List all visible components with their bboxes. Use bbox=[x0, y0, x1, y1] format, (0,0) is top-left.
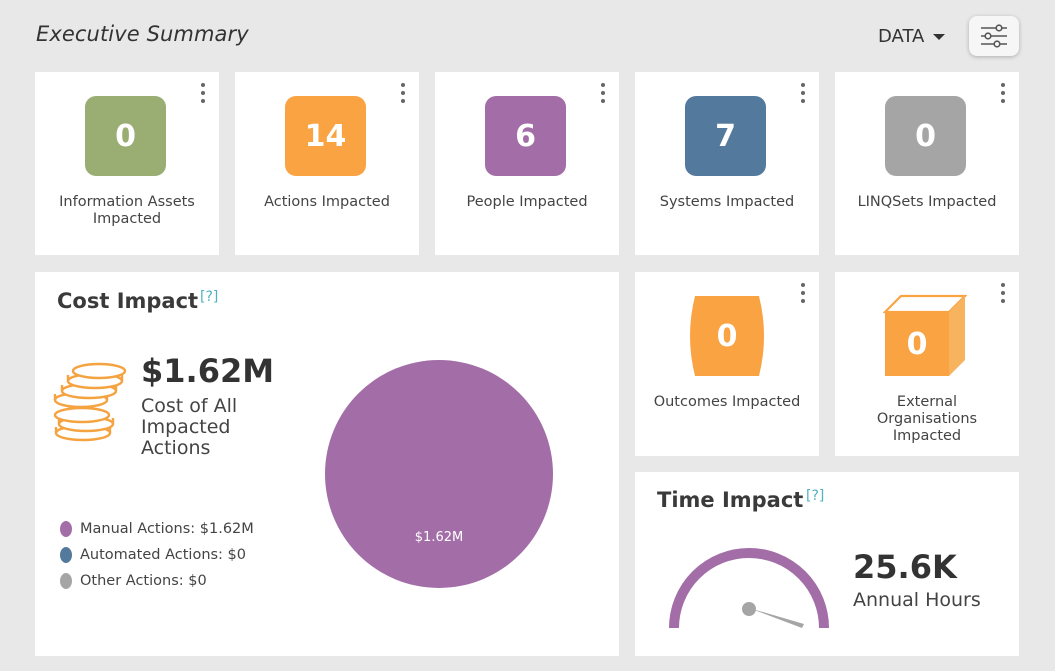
time-impact-card: Time Impact [?] 25.6K Annual Hours bbox=[635, 472, 1019, 656]
tile-value: 0 bbox=[115, 118, 136, 154]
tile-label: External Organisations Impacted bbox=[876, 394, 978, 444]
legend-label: Manual Actions: $1.62M bbox=[80, 521, 254, 537]
tile-badge: 7 bbox=[685, 96, 766, 176]
legend-swatch bbox=[60, 573, 72, 589]
more-options-icon[interactable] bbox=[798, 83, 808, 103]
tile-outcomes[interactable]: 0 Outcomes Impacted bbox=[635, 272, 819, 456]
tile-actions[interactable]: 14 Actions Impacted bbox=[235, 72, 419, 255]
more-options-icon[interactable] bbox=[598, 83, 608, 103]
tile-label: People Impacted bbox=[466, 194, 588, 210]
more-options-icon[interactable] bbox=[798, 283, 808, 303]
time-total-subtitle: Annual Hours bbox=[853, 589, 981, 611]
data-dropdown-label: DATA bbox=[878, 26, 925, 47]
legend-swatch bbox=[60, 521, 72, 537]
tile-label: Actions Impacted bbox=[264, 194, 390, 210]
pie-slice-manual-actions[interactable] bbox=[325, 360, 553, 588]
more-options-icon[interactable] bbox=[998, 83, 1008, 103]
tile-badge: 0 bbox=[85, 96, 166, 176]
tile-label: Information Assets Impacted bbox=[59, 194, 195, 227]
tile-label: Systems Impacted bbox=[659, 194, 795, 210]
tile-badge: 14 bbox=[285, 96, 366, 176]
tile-badge: 0 bbox=[885, 96, 966, 176]
outcome-value: 0 bbox=[716, 318, 738, 354]
external-value: 0 bbox=[906, 326, 928, 362]
cost-total-subtitle: Cost of All Impacted Actions bbox=[141, 395, 238, 459]
tile-value: 7 bbox=[715, 118, 736, 154]
caret-down-icon bbox=[933, 33, 946, 40]
legend-label: Other Actions: $0 bbox=[80, 573, 207, 589]
more-options-icon[interactable] bbox=[198, 83, 208, 103]
cost-impact-card: Cost Impact [?] $1.62M Cost of All Impac… bbox=[35, 272, 619, 656]
tile-label: LINQSets Impacted bbox=[857, 194, 997, 210]
tile-value: 0 bbox=[915, 118, 936, 154]
legend-item-other[interactable]: Other Actions: $0 bbox=[60, 573, 207, 589]
sliders-icon bbox=[981, 24, 1007, 48]
tile-label: Outcomes Impacted bbox=[653, 394, 801, 410]
tile-value: 14 bbox=[304, 118, 347, 154]
tile-linqsets[interactable]: 0 LINQSets Impacted bbox=[835, 72, 1019, 255]
gauge-icon bbox=[669, 548, 829, 629]
coins-icon bbox=[53, 362, 127, 442]
time-impact-help-link[interactable]: [?] bbox=[806, 488, 825, 504]
legend-item-manual[interactable]: Manual Actions: $1.62M bbox=[60, 521, 254, 537]
tile-badge: 6 bbox=[485, 96, 566, 176]
more-options-icon[interactable] bbox=[998, 283, 1008, 303]
cost-total-value: $1.62M bbox=[141, 352, 275, 390]
outcome-badge-shape bbox=[690, 296, 764, 376]
tile-external-organisations[interactable]: 0 External Organisations Impacted bbox=[835, 272, 1019, 456]
tile-people[interactable]: 6 People Impacted bbox=[435, 72, 619, 255]
pie-data-label: $1.62M bbox=[415, 530, 463, 545]
cost-impact-help-link[interactable]: [?] bbox=[200, 289, 219, 305]
tile-information-assets[interactable]: 0 Information Assets Impacted bbox=[35, 72, 219, 255]
legend-label: Automated Actions: $0 bbox=[80, 547, 247, 563]
filter-settings-button[interactable] bbox=[969, 16, 1019, 56]
legend-item-automated[interactable]: Automated Actions: $0 bbox=[60, 547, 246, 563]
cost-impact-title: Cost Impact bbox=[57, 289, 199, 313]
legend-swatch bbox=[60, 547, 72, 563]
page-title: Executive Summary bbox=[36, 22, 249, 46]
external-value-wrap: 0 bbox=[885, 312, 949, 376]
more-options-icon[interactable] bbox=[398, 83, 408, 103]
cost-pie-chart: $1.62M bbox=[325, 360, 553, 588]
time-impact-title: Time Impact bbox=[657, 488, 804, 512]
cube-icon bbox=[883, 294, 967, 376]
time-total-value: 25.6K bbox=[853, 548, 957, 586]
data-dropdown[interactable]: DATA bbox=[878, 26, 946, 47]
tile-systems[interactable]: 7 Systems Impacted bbox=[635, 72, 819, 255]
outcome-value-wrap: 0 bbox=[685, 296, 769, 376]
tile-value: 6 bbox=[515, 118, 536, 154]
